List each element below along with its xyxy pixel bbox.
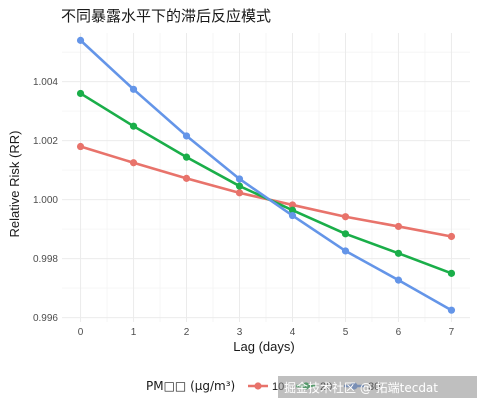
watermark: 掘金技术社区 @ 拓端tecdat bbox=[284, 380, 438, 395]
data-point-10 bbox=[288, 201, 297, 209]
data-point-10 bbox=[447, 232, 456, 241]
x-tick-label: 6 bbox=[396, 327, 402, 338]
data-point-30 bbox=[288, 211, 297, 220]
x-tick-label: 5 bbox=[343, 327, 349, 338]
data-point-20 bbox=[235, 182, 244, 190]
series-line-30 bbox=[79, 39, 453, 312]
legend-key-point-10 bbox=[254, 382, 262, 390]
data-point-20 bbox=[447, 269, 456, 277]
data-point-10 bbox=[129, 159, 138, 167]
watermark-background bbox=[278, 376, 477, 398]
chart-title: 不同暴露水平下的滞后反应模式 bbox=[61, 7, 271, 25]
data-point-10 bbox=[235, 189, 244, 197]
data-point-30 bbox=[182, 132, 191, 140]
data-point-20 bbox=[182, 153, 191, 161]
data-point-30 bbox=[129, 85, 138, 93]
x-tick-labels: 0 1 2 3 4 5 6 7 bbox=[78, 327, 455, 338]
x-tick-label: 2 bbox=[184, 327, 190, 338]
data-point-10 bbox=[182, 174, 191, 182]
data-point-30 bbox=[447, 306, 456, 314]
y-tick-label: 0.998 bbox=[33, 254, 58, 265]
data-point-20 bbox=[341, 230, 350, 238]
x-tick-label: 0 bbox=[78, 327, 84, 338]
data-point-10 bbox=[76, 142, 85, 151]
series-layer bbox=[76, 36, 456, 314]
x-axis-title: Lag (days) bbox=[233, 339, 294, 354]
legend-title: PM□□ (μg/m³) bbox=[146, 379, 235, 393]
data-point-30 bbox=[235, 175, 244, 183]
data-point-30 bbox=[341, 247, 350, 255]
data-point-20 bbox=[129, 122, 138, 130]
data-point-20 bbox=[288, 206, 297, 214]
data-point-20 bbox=[394, 249, 403, 257]
y-axis-title: Relative Risk (RR) bbox=[7, 131, 22, 238]
data-point-10 bbox=[341, 213, 350, 221]
y-tick-label: 1.002 bbox=[33, 136, 58, 147]
x-tick-label: 7 bbox=[449, 327, 455, 338]
data-point-30 bbox=[76, 36, 85, 44]
y-tick-label: 1.000 bbox=[33, 195, 58, 206]
data-point-20 bbox=[76, 89, 85, 98]
y-tick-label: 0.996 bbox=[33, 313, 58, 324]
x-tick-label: 3 bbox=[237, 327, 243, 338]
data-point-10 bbox=[394, 222, 403, 231]
x-tick-label: 1 bbox=[131, 327, 137, 338]
y-tick-label: 1.004 bbox=[33, 77, 58, 88]
x-tick-label: 4 bbox=[290, 327, 296, 338]
y-tick-labels: 0.996 0.998 1.000 1.002 1.004 bbox=[33, 77, 58, 324]
data-point-30 bbox=[394, 276, 403, 284]
